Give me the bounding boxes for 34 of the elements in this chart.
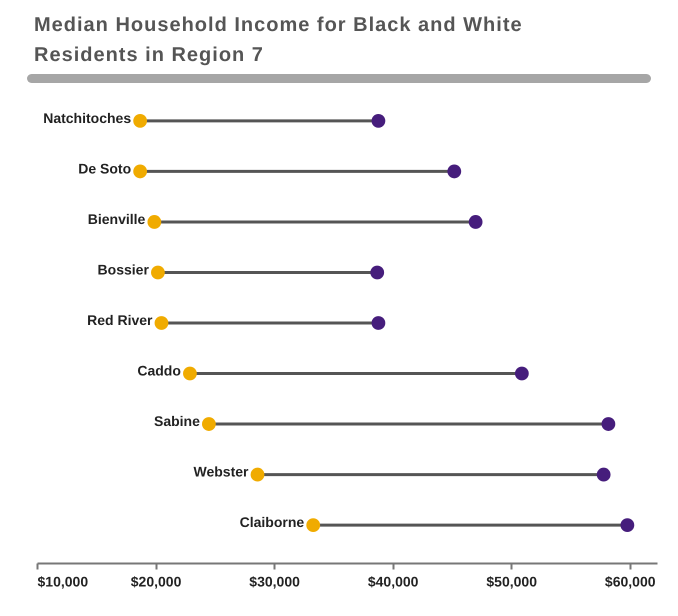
x-tick-label: $20,000 — [130, 574, 182, 590]
point — [370, 266, 384, 280]
y-tick-label: Bienville — [88, 210, 146, 227]
y-tick-label: Webster — [194, 464, 250, 480]
chart-title: Median Household Income for Black and White Residents in Region 7 — [34, 14, 523, 66]
point — [133, 164, 148, 178]
point — [133, 114, 148, 128]
point — [372, 316, 386, 330]
y-tick-label: De Soto — [78, 160, 132, 176]
y-tick-label: Sabine — [154, 413, 200, 430]
x-tick-label: $30,000 — [249, 574, 300, 590]
point — [596, 468, 611, 482]
point — [183, 366, 197, 380]
y-tick-label: Natchitoches — [43, 110, 132, 126]
y-tick-label: Caddo — [137, 362, 181, 379]
point — [154, 316, 168, 330]
point — [372, 114, 386, 128]
point — [151, 266, 165, 280]
point — [202, 417, 216, 431]
point — [620, 518, 634, 532]
point — [602, 417, 616, 431]
x-tick-label: $50,000 — [486, 574, 538, 590]
point — [514, 366, 529, 380]
point — [306, 518, 320, 532]
point — [468, 215, 483, 229]
y-tick-label: Red River — [87, 312, 154, 328]
x-tick-label: $10,000 — [38, 574, 88, 590]
point — [447, 164, 462, 178]
y-tick-label: Bossier — [98, 261, 150, 278]
y-tick-label: Claiborne — [240, 514, 304, 530]
point — [147, 215, 162, 229]
x-tick-label: $60,000 — [604, 574, 656, 590]
x-tick-label: $40,000 — [368, 574, 419, 590]
point — [250, 468, 264, 482]
